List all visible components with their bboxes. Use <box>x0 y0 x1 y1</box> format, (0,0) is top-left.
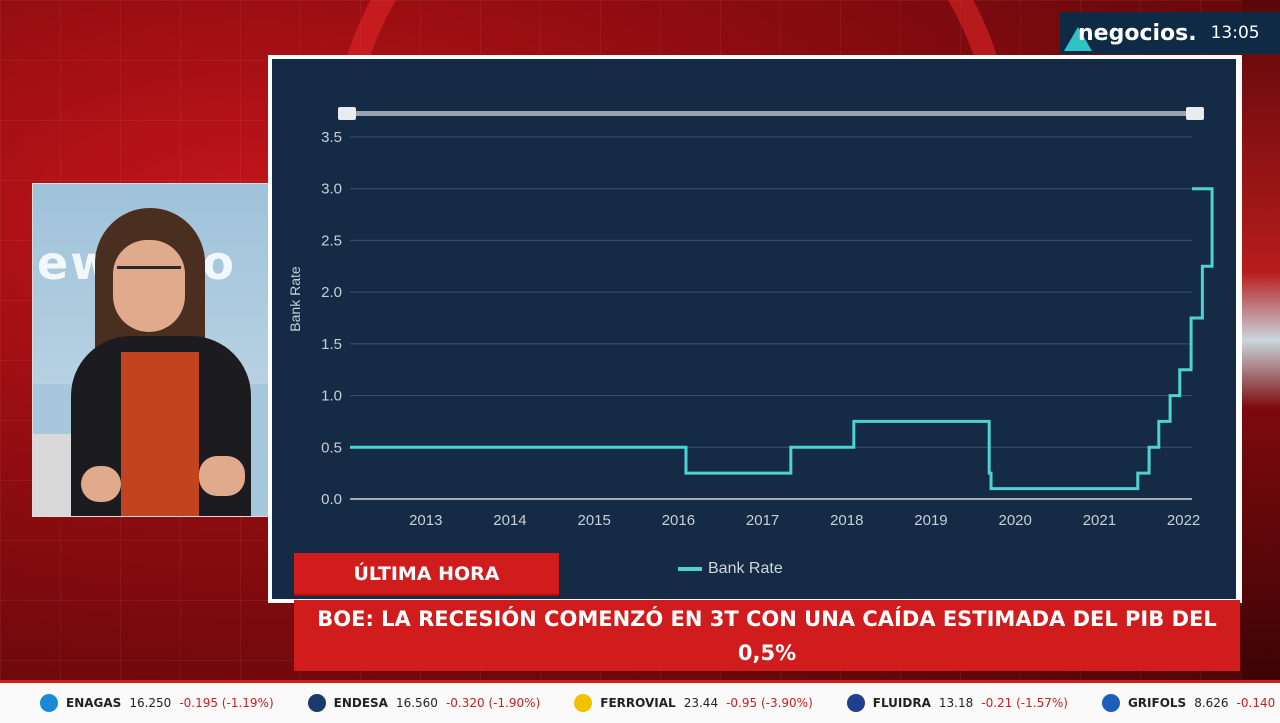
logo-triangle-icon <box>1064 27 1092 51</box>
y-axis-label: Bank Rate <box>287 266 303 332</box>
presenter-video: ewsroo <box>32 183 271 517</box>
legend-label: Bank Rate <box>708 560 783 577</box>
channel-logo: negocios. 13:05 <box>1060 12 1280 54</box>
x-tick-label: 2022 <box>1167 512 1200 529</box>
presenter-left-hand <box>81 466 121 502</box>
ticker-price: 16.560 <box>395 696 438 710</box>
ticker-change: -0.195 (-1.19%) <box>179 696 274 710</box>
chart-area: 0.0 0.5 1.0 1.5 2.0 2.5 3.0 3.5 2013 2014 2015 201… <box>272 59 1236 599</box>
ticker-item: FERROVIAL 23.44 -0.95 (-3.90%) <box>574 694 813 712</box>
ticker-item: ENDESA 16.560 -0.320 (-1.90%) <box>307 694 541 712</box>
y-tick-label: 0.0 <box>321 491 342 508</box>
presenter-glasses <box>117 266 181 283</box>
company-logo-icon <box>1101 694 1120 712</box>
x-tick-label: 2017 <box>746 512 779 529</box>
ticker-price: 13.18 <box>938 696 974 710</box>
grid-lines <box>350 136 1192 500</box>
background-strip <box>1242 0 1280 680</box>
company-logo-icon <box>40 694 58 712</box>
x-tick-labels: 2013 2014 2015 2016 2017 2018 2019 2020 2021 2022 <box>409 512 1200 529</box>
x-tick-label: 2013 <box>409 512 442 529</box>
ticker-price: 16.250 <box>129 696 172 710</box>
company-logo-icon <box>307 694 326 712</box>
range-slider-right-handle[interactable] <box>1186 107 1204 120</box>
series-bank-rate-line <box>350 187 1214 491</box>
broadcast-time: 13:05 <box>1210 23 1260 43</box>
breaking-news-tag: ÚLTIMA HORA <box>294 553 559 596</box>
legend-swatch <box>678 567 702 571</box>
chart-panel: 0.0 0.5 1.0 1.5 2.0 2.5 3.0 3.5 2013 2014 2015 201… <box>268 55 1242 603</box>
presenter-right-hand <box>199 456 245 496</box>
ticker-change: -0.320 (-1.90%) <box>445 696 541 710</box>
bank-rate-chart: 0.00.51.01.52.02.53.03.5 2013 2014 2015 201… <box>287 107 1214 529</box>
x-tick-label: 2014 <box>493 512 526 529</box>
x-tick-label: 2018 <box>830 512 863 529</box>
ticker-item: ENAGAS 16.250 -0.195 (-1.19%) <box>40 694 274 712</box>
y-tick-label: 0.5 <box>321 439 342 456</box>
chart-legend[interactable]: Bank Rate <box>678 560 783 578</box>
company-logo-icon <box>846 694 865 712</box>
ticker-name: FLUIDRA <box>872 696 931 710</box>
ticker-name: GRIFOLS <box>1127 696 1187 710</box>
x-tick-label: 2015 <box>577 512 610 529</box>
ticker-item: GRIFOLS 8.626 -0.140 <box>1101 694 1276 712</box>
y-tick-label: 2.5 <box>321 232 342 249</box>
y-tick-label: 1.0 <box>321 388 342 405</box>
y-tick-label: 3.0 <box>321 181 342 198</box>
x-tick-label: 2020 <box>998 512 1031 529</box>
breaking-news-headline: BOE: LA RECESIÓN COMENZÓ EN 3T CON UNA C… <box>294 600 1240 671</box>
x-tick-label: 2019 <box>914 512 947 529</box>
ticker-change: -0.95 (-3.90%) <box>726 696 813 710</box>
ticker-name: FERROVIAL <box>600 696 676 710</box>
ticker-name: ENAGAS <box>66 696 122 710</box>
ticker-change: -0.21 (-1.57%) <box>981 696 1068 710</box>
x-tick-label: 2016 <box>662 512 695 529</box>
stock-ticker: ENAGAS 16.250 -0.195 (-1.19%) ENDESA 16.560-… <box>0 680 1280 723</box>
y-tick-labels: 0.0 0.5 1.0 1.5 2.0 2.5 3.0 3.5 <box>321 129 342 508</box>
ticker-name: ENDESA <box>333 696 388 710</box>
range-slider-left-handle[interactable] <box>338 107 356 120</box>
y-tick-label: 1.5 <box>321 336 342 353</box>
y-tick-label: 2.0 <box>321 284 342 301</box>
ticker-change: -0.140 <box>1236 696 1276 710</box>
x-tick-label: 2021 <box>1083 512 1116 529</box>
ticker-item: FLUIDRA 13.18 -0.21 (-1.57%) <box>846 694 1068 712</box>
ticker-price: 23.44 <box>683 696 719 710</box>
range-slider[interactable] <box>338 107 1204 120</box>
presenter-face <box>113 240 185 332</box>
presenter-shirt <box>121 352 199 516</box>
ticker-price: 8.626 <box>1194 696 1229 710</box>
company-logo-icon <box>574 694 593 712</box>
range-slider-track <box>350 111 1192 116</box>
y-tick-label: 3.5 <box>321 129 342 146</box>
channel-name: negocios. <box>1078 20 1197 46</box>
